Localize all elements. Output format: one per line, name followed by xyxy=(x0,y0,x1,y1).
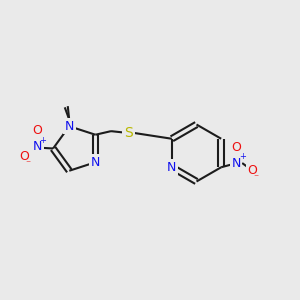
Text: N: N xyxy=(64,120,74,133)
Text: +: + xyxy=(239,152,246,161)
Text: O: O xyxy=(231,141,241,154)
Text: ⁻: ⁻ xyxy=(253,173,258,183)
Text: O: O xyxy=(33,124,42,137)
Text: S: S xyxy=(124,126,133,140)
Text: N: N xyxy=(232,157,241,169)
Text: N: N xyxy=(33,140,42,153)
Text: N: N xyxy=(167,161,176,174)
Text: O: O xyxy=(19,150,29,163)
Text: N: N xyxy=(91,156,100,169)
Text: O: O xyxy=(247,164,257,177)
Text: +: + xyxy=(40,136,46,145)
Text: ⁻: ⁻ xyxy=(25,159,30,169)
